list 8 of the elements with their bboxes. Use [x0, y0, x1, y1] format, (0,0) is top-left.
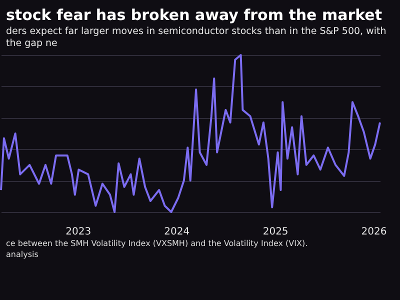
- x-tick-label: 2026: [361, 226, 387, 238]
- chart-subtitle: ders expect far larger moves in semiconductor stocks than in the S&P 500, with the gap ne: [5, 26, 388, 50]
- x-tick-label: 2024: [164, 226, 190, 238]
- x-tick-label: 2025: [262, 226, 288, 238]
- x-tick-label: 2023: [66, 226, 92, 238]
- text: analysis: [6, 249, 40, 260]
- text: ce between the SMH Volatility Index (VXSMH) and the Volatility Index (VIX).: [6, 238, 309, 249]
- chart-title: stock fear has broken away from the market: [5, 5, 384, 26]
